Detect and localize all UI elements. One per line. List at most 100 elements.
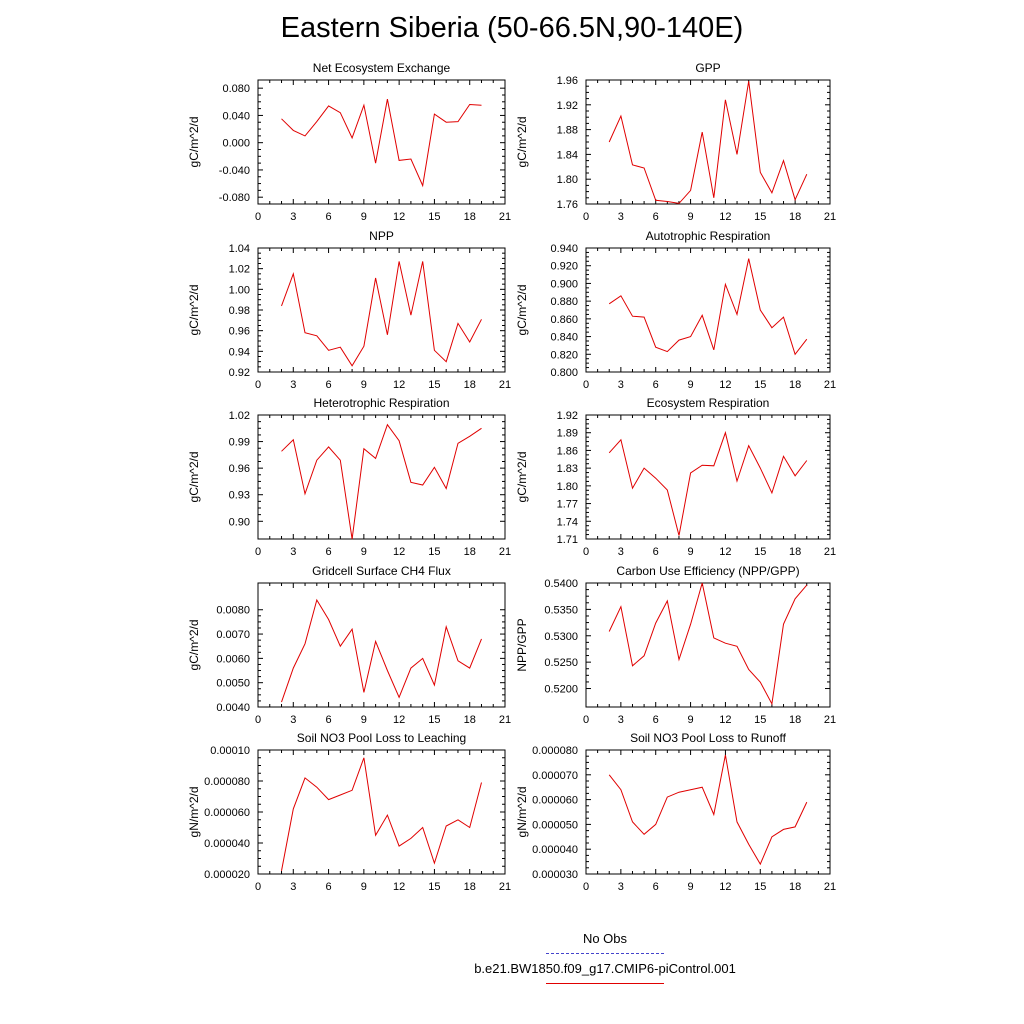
chart-title: Ecosystem Respiration	[647, 396, 770, 410]
x-tick-label: 3	[618, 379, 624, 391]
y-tick-label: 1.84	[557, 149, 578, 161]
y-tick-label: 1.80	[557, 174, 578, 186]
x-tick-label: 15	[428, 211, 440, 223]
x-tick-label: 18	[464, 379, 476, 391]
x-tick-label: 12	[719, 546, 731, 558]
x-tick-label: 9	[361, 211, 367, 223]
y-tick-label: 0.90	[229, 516, 250, 528]
x-tick-label: 12	[393, 546, 405, 558]
x-tick-label: 12	[719, 881, 731, 893]
y-tick-label: 0.040	[222, 110, 250, 122]
x-tick-label: 0	[255, 211, 261, 223]
x-tick-label: 6	[326, 881, 332, 893]
y-axis-label: gC/m^2/d	[187, 452, 201, 503]
y-tick-label: 1.88	[557, 125, 578, 137]
series-line	[608, 81, 808, 204]
x-tick-label: 18	[789, 714, 801, 726]
x-tick-label: 0	[255, 881, 261, 893]
y-tick-label: 0.5400	[544, 578, 578, 590]
series-line	[281, 598, 482, 703]
y-axis-label: NPP/GPP	[515, 618, 529, 671]
y-tick-label: 1.92	[557, 100, 578, 112]
x-tick-label: 0	[583, 379, 589, 391]
chart-title: NPP	[369, 229, 394, 243]
x-tick-label: 21	[499, 546, 511, 558]
x-tick-label: 12	[719, 714, 731, 726]
x-tick-label: 6	[326, 211, 332, 223]
x-tick-label: 12	[393, 211, 405, 223]
chart-title: Soil NO3 Pool Loss to Runoff	[630, 731, 787, 745]
chart-panel-7: Gridcell Surface CH4 Flux gC/m^2/d 0 3 6 9 12 1…	[187, 564, 511, 726]
y-tick-label: 0.000040	[532, 844, 578, 856]
x-tick-label: 15	[428, 881, 440, 893]
plot-frame	[257, 749, 506, 875]
chart-title: Soil NO3 Pool Loss to Leaching	[297, 731, 466, 745]
chart-panel-4: Autotrophic Respiration gC/m^2/d 0 3 6 9 12 15 1…	[515, 229, 836, 391]
x-tick-label: 3	[618, 211, 624, 223]
legend-line-picontrol	[546, 983, 664, 984]
x-tick-label: 15	[754, 379, 766, 391]
x-tick-label: 15	[754, 881, 766, 893]
y-tick-label: 0.000080	[204, 776, 250, 788]
legend-line-no-obs	[546, 953, 664, 954]
x-tick-label: 12	[393, 714, 405, 726]
y-tick-label: 0.98	[229, 305, 250, 317]
y-tick-label: 1.02	[229, 264, 250, 276]
plot-frame	[257, 414, 506, 540]
y-axis-label: gC/m^2/d	[515, 285, 529, 336]
y-axis-label: gN/m^2/d	[187, 787, 201, 838]
x-tick-label: 15	[754, 211, 766, 223]
x-tick-label: 15	[428, 379, 440, 391]
x-tick-label: 0	[255, 714, 261, 726]
chart-panel-3: NPP gC/m^2/d 0 3 6 9 12 15 18 21 0.92 0.94 0.96 0.98 1…	[187, 229, 511, 391]
y-tick-label: 0.840	[550, 332, 578, 344]
y-tick-label: 0.96	[229, 463, 250, 475]
series-line	[281, 757, 482, 871]
legend-label-no-obs: No Obs	[582, 931, 628, 946]
chart-panel-5: Heterotrophic Respiration gC/m^2/d 0 3 6 9 12 1…	[187, 396, 511, 558]
x-tick-label: 18	[464, 714, 476, 726]
x-tick-label: 21	[499, 211, 511, 223]
y-tick-label: 1.92	[557, 410, 578, 422]
y-tick-label: 1.74	[557, 516, 578, 528]
x-tick-label: 21	[499, 881, 511, 893]
x-tick-label: 9	[361, 379, 367, 391]
y-tick-label: 1.83	[557, 463, 578, 475]
x-tick-label: 21	[824, 881, 836, 893]
chart-title: GPP	[695, 61, 720, 75]
y-tick-label: 0.000020	[204, 869, 250, 881]
x-tick-label: 0	[583, 881, 589, 893]
x-tick-label: 6	[653, 211, 659, 223]
plot-frame	[585, 247, 831, 373]
series-line	[608, 582, 808, 706]
y-tick-label: 0.000060	[532, 795, 578, 807]
y-tick-label: 1.76	[557, 199, 578, 211]
x-tick-label: 6	[653, 881, 659, 893]
y-tick-label: 0.92	[229, 367, 250, 379]
y-tick-label: 1.96	[557, 75, 578, 87]
x-tick-label: 18	[464, 546, 476, 558]
plot-frame	[257, 79, 506, 205]
x-tick-label: 15	[428, 546, 440, 558]
y-tick-label: 1.80	[557, 481, 578, 493]
x-tick-label: 21	[824, 714, 836, 726]
y-tick-label: 0.800	[550, 367, 578, 379]
y-tick-label: 1.04	[229, 243, 250, 255]
x-tick-label: 9	[361, 714, 367, 726]
y-tick-label: 0.900	[550, 278, 578, 290]
chart-panel-10: Soil NO3 Pool Loss to Runoff gN/m^2/d 0 3 6 9…	[515, 731, 836, 893]
chart-title: Heterotrophic Respiration	[313, 396, 449, 410]
y-tick-label: 1.89	[557, 428, 578, 440]
y-tick-label: 0.0070	[216, 629, 250, 641]
x-tick-label: 21	[824, 379, 836, 391]
chart-panel-9: Soil NO3 Pool Loss to Leaching gN/m^2/d 0 3…	[187, 731, 511, 893]
y-tick-label: 0.860	[550, 314, 578, 326]
y-tick-label: 0.5250	[544, 657, 578, 669]
series-line	[608, 754, 808, 866]
series-line	[281, 261, 482, 367]
x-tick-label: 18	[464, 211, 476, 223]
y-axis-label: gC/m^2/d	[515, 117, 529, 168]
x-tick-label: 12	[393, 881, 405, 893]
x-tick-label: 6	[326, 546, 332, 558]
